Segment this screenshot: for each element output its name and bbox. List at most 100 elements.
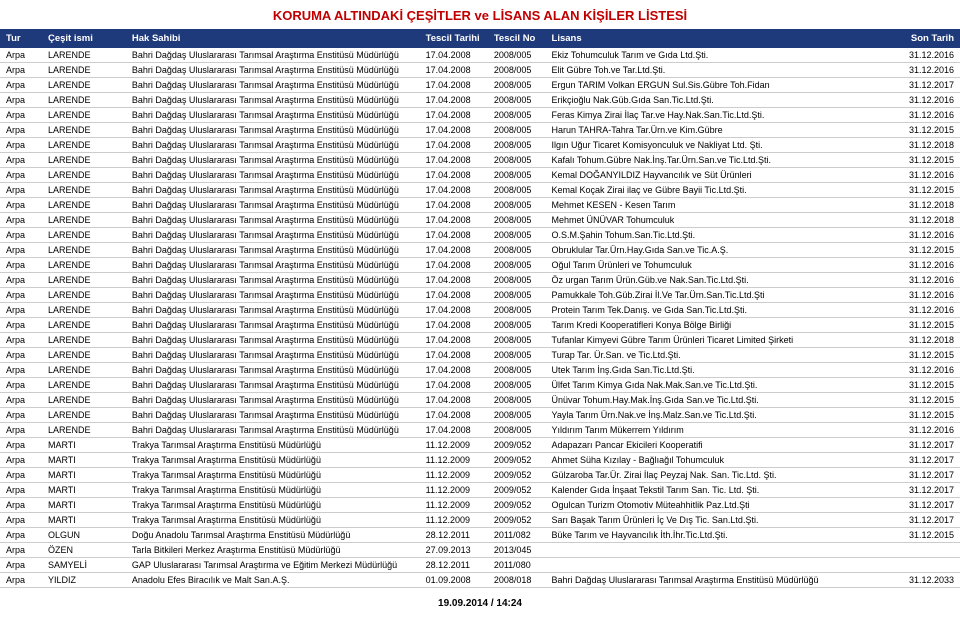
table-row: ArpaMARTITrakya Tarımsal Araştırma Ensti… (0, 513, 960, 528)
cell-lisans: Mehmet KESEN - Kesen Tarım (546, 198, 892, 213)
table-row: ArpaMARTITrakya Tarımsal Araştırma Ensti… (0, 438, 960, 453)
table-row: ArpaLARENDEBahri Dağdaş Uluslararası Tar… (0, 408, 960, 423)
cell-hak: Trakya Tarımsal Araştırma Enstitüsü Müdü… (126, 498, 420, 513)
cell-tur: Arpa (0, 423, 42, 438)
cell-tur: Arpa (0, 288, 42, 303)
cell-tarih: 17.04.2008 (420, 333, 488, 348)
cell-son: 31.12.2016 (892, 228, 960, 243)
cell-lisans: Elit Gübre Toh.ve Tar.Ltd.Şti. (546, 63, 892, 78)
cell-cesit: LARENDE (42, 228, 126, 243)
cell-cesit: LARENDE (42, 378, 126, 393)
cell-hak: Anadolu Efes Biracılık ve Malt San.A.Ş. (126, 573, 420, 588)
table-row: ArpaLARENDEBahri Dağdaş Uluslararası Tar… (0, 108, 960, 123)
cell-tarih: 17.04.2008 (420, 258, 488, 273)
table-row: ArpaLARENDEBahri Dağdaş Uluslararası Tar… (0, 48, 960, 63)
cell-tarih: 17.04.2008 (420, 288, 488, 303)
cell-son: 31.12.2016 (892, 273, 960, 288)
table-row: ArpaLARENDEBahri Dağdaş Uluslararası Tar… (0, 168, 960, 183)
cell-no: 2008/005 (488, 288, 546, 303)
cell-tarih: 17.04.2008 (420, 303, 488, 318)
cell-cesit: LARENDE (42, 363, 126, 378)
table-row: ArpaLARENDEBahri Dağdaş Uluslararası Tar… (0, 153, 960, 168)
cell-tur: Arpa (0, 48, 42, 63)
cell-cesit: LARENDE (42, 348, 126, 363)
cell-cesit: LARENDE (42, 243, 126, 258)
cell-cesit: LARENDE (42, 393, 126, 408)
cell-hak: Trakya Tarımsal Araştırma Enstitüsü Müdü… (126, 453, 420, 468)
cell-tarih: 11.12.2009 (420, 513, 488, 528)
cell-cesit: LARENDE (42, 63, 126, 78)
table-row: ArpaYILDIZAnadolu Efes Biracılık ve Malt… (0, 573, 960, 588)
cell-lisans: Öz urgan Tarım Ürün.Güb.ve Nak.San.Tic.L… (546, 273, 892, 288)
cell-son: 31.12.2018 (892, 333, 960, 348)
cell-no: 2009/052 (488, 483, 546, 498)
cell-no: 2008/005 (488, 393, 546, 408)
col-header-cesit: Çeşit ismi (42, 29, 126, 48)
cell-no: 2008/005 (488, 348, 546, 363)
cell-lisans: Ekiz Tohumculuk Tarım ve Gıda Ltd.Şti. (546, 48, 892, 63)
cell-tur: Arpa (0, 183, 42, 198)
cell-son: 31.12.2015 (892, 378, 960, 393)
cell-tur: Arpa (0, 453, 42, 468)
cell-hak: Bahri Dağdaş Uluslararası Tarımsal Araşt… (126, 318, 420, 333)
table-row: ArpaLARENDEBahri Dağdaş Uluslararası Tar… (0, 213, 960, 228)
cell-no: 2008/005 (488, 48, 546, 63)
cell-tur: Arpa (0, 168, 42, 183)
table-header-row: Tur Çeşit ismi Hak Sahibi Tescil Tarihi … (0, 29, 960, 48)
cell-cesit: LARENDE (42, 318, 126, 333)
table-row: ArpaLARENDEBahri Dağdaş Uluslararası Tar… (0, 228, 960, 243)
cell-hak: Trakya Tarımsal Araştırma Enstitüsü Müdü… (126, 483, 420, 498)
cell-lisans: Erikçioğlu Nak.Güb.Gıda San.Tic.Ltd.Şti. (546, 93, 892, 108)
cell-tur: Arpa (0, 78, 42, 93)
cell-lisans: Gülzaroba Tar.Ür. Zirai İlaç Peyzaj Nak.… (546, 468, 892, 483)
cell-tur: Arpa (0, 273, 42, 288)
table-row: ArpaLARENDEBahri Dağdaş Uluslararası Tar… (0, 183, 960, 198)
cell-hak: Bahri Dağdaş Uluslararası Tarımsal Araşt… (126, 363, 420, 378)
cell-tur: Arpa (0, 498, 42, 513)
cell-tarih: 17.04.2008 (420, 48, 488, 63)
cell-hak: Bahri Dağdaş Uluslararası Tarımsal Araşt… (126, 393, 420, 408)
cell-lisans: Protein Tarım Tek.Danış. ve Gıda San.Tic… (546, 303, 892, 318)
cell-tarih: 11.12.2009 (420, 498, 488, 513)
cell-lisans: O.S.M.Şahin Tohum.San.Tic.Ltd.Şti. (546, 228, 892, 243)
cell-hak: Bahri Dağdaş Uluslararası Tarımsal Araşt… (126, 258, 420, 273)
cell-cesit: LARENDE (42, 123, 126, 138)
data-table: Tur Çeşit ismi Hak Sahibi Tescil Tarihi … (0, 29, 960, 588)
table-row: ArpaLARENDEBahri Dağdaş Uluslararası Tar… (0, 348, 960, 363)
cell-tarih: 17.04.2008 (420, 363, 488, 378)
cell-tur: Arpa (0, 303, 42, 318)
table-row: ArpaMARTITrakya Tarımsal Araştırma Ensti… (0, 468, 960, 483)
cell-hak: Bahri Dağdaş Uluslararası Tarımsal Araşt… (126, 213, 420, 228)
cell-cesit: LARENDE (42, 108, 126, 123)
cell-hak: Bahri Dağdaş Uluslararası Tarımsal Araşt… (126, 123, 420, 138)
cell-no: 2008/005 (488, 138, 546, 153)
cell-hak: Bahri Dağdaş Uluslararası Tarımsal Araşt… (126, 243, 420, 258)
cell-hak: Bahri Dağdaş Uluslararası Tarımsal Araşt… (126, 138, 420, 153)
cell-lisans: Adapazarı Pancar Ekicileri Kooperatifi (546, 438, 892, 453)
cell-tur: Arpa (0, 513, 42, 528)
cell-hak: Trakya Tarımsal Araştırma Enstitüsü Müdü… (126, 438, 420, 453)
cell-hak: Trakya Tarımsal Araştırma Enstitüsü Müdü… (126, 468, 420, 483)
cell-lisans: Ilgın Uğur Ticaret Komisyonculuk ve Nakl… (546, 138, 892, 153)
cell-cesit: OLGUN (42, 528, 126, 543)
cell-tarih: 28.12.2011 (420, 558, 488, 573)
cell-tur: Arpa (0, 258, 42, 273)
cell-son: 31.12.2015 (892, 243, 960, 258)
cell-tur: Arpa (0, 573, 42, 588)
cell-no: 2008/005 (488, 183, 546, 198)
cell-tur: Arpa (0, 543, 42, 558)
table-row: ArpaLARENDEBahri Dağdaş Uluslararası Tar… (0, 378, 960, 393)
cell-hak: GAP Uluslararası Tarımsal Araştırma ve E… (126, 558, 420, 573)
cell-tur: Arpa (0, 153, 42, 168)
cell-cesit: SAMYELİ (42, 558, 126, 573)
cell-tarih: 17.04.2008 (420, 168, 488, 183)
cell-no: 2009/052 (488, 453, 546, 468)
col-header-hak: Hak Sahibi (126, 29, 420, 48)
table-row: ArpaMARTITrakya Tarımsal Araştırma Ensti… (0, 498, 960, 513)
cell-hak: Bahri Dağdaş Uluslararası Tarımsal Araşt… (126, 408, 420, 423)
cell-cesit: LARENDE (42, 333, 126, 348)
table-row: ArpaMARTITrakya Tarımsal Araştırma Ensti… (0, 453, 960, 468)
cell-cesit: MARTI (42, 468, 126, 483)
cell-no: 2008/005 (488, 333, 546, 348)
cell-lisans: Harun TAHRA-Tahra Tar.Ürn.ve Kim.Gübre (546, 123, 892, 138)
